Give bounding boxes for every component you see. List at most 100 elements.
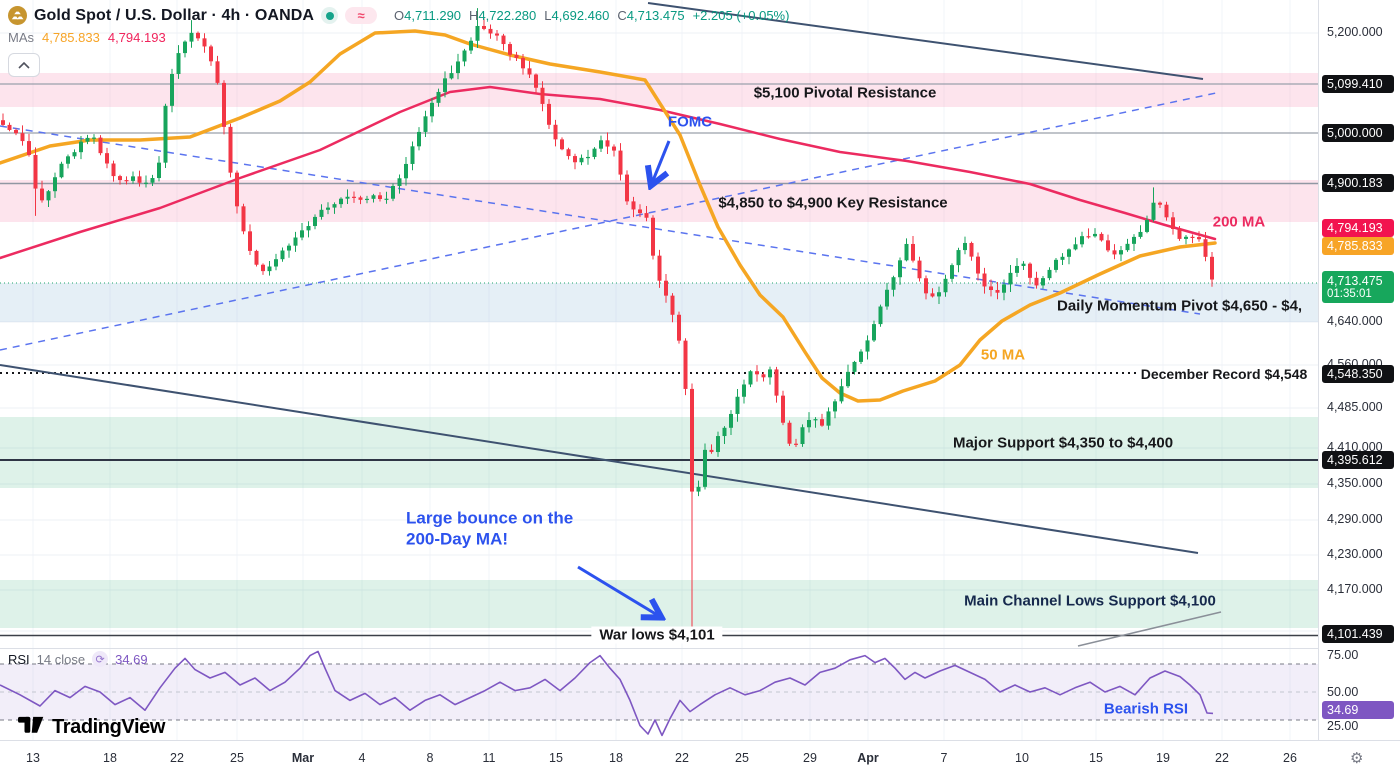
- candlestick-series: [1, 8, 1214, 633]
- collapse-pane-button[interactable]: [8, 53, 40, 77]
- time-tick: 19: [1156, 751, 1170, 765]
- time-tick: Mar: [291, 751, 315, 765]
- ma50-line[interactable]: [0, 29, 1217, 403]
- symbol-title[interactable]: Gold Spot / U.S. Dollar · 4h · OANDA: [34, 6, 315, 24]
- price-tick: 25.00: [1327, 719, 1359, 733]
- time-tick: 15: [1089, 751, 1103, 765]
- rsi-value: 34.69: [115, 651, 148, 667]
- time-tick: 25: [230, 751, 244, 765]
- zone-key-resistance[interactable]: [0, 180, 1318, 222]
- price-tick: 50.00: [1327, 685, 1359, 699]
- price-badge: 4,785.833: [1322, 237, 1394, 255]
- ma200-value: 4,794.193: [107, 30, 166, 45]
- time-tick: 11: [482, 751, 496, 765]
- ma200-line[interactable]: [0, 85, 1217, 260]
- price-badge: 4,101.439: [1322, 625, 1394, 643]
- open-value: 4,711.290: [404, 8, 462, 23]
- zone-momentum-pivot[interactable]: [0, 283, 1318, 322]
- bearish-rsi-label[interactable]: Bearish RSI: [1103, 700, 1189, 718]
- open-label: O: [394, 8, 405, 23]
- time-tick: 25: [735, 751, 749, 765]
- daily-pivot-label[interactable]: Daily Momentum Pivot $4,650 - $4,: [1057, 297, 1303, 315]
- close-label: C: [617, 8, 627, 23]
- time-tick: 4: [358, 751, 366, 765]
- zone-major-support[interactable]: [0, 417, 1318, 488]
- time-tick: 10: [1015, 751, 1029, 765]
- large-bounce-label[interactable]: Large bounce on the 200-Day MA!: [406, 508, 574, 549]
- price-badge: 4,900.183: [1322, 174, 1394, 192]
- rsi-indicator-legend: RSI 14 close ⟳ 34.69: [8, 651, 148, 667]
- fomc-label[interactable]: FOMC: [667, 113, 713, 131]
- rsi-line[interactable]: [0, 650, 1214, 737]
- war-lows-label[interactable]: War lows $4,101: [591, 626, 723, 644]
- bounce-arrow[interactable]: [577, 565, 659, 616]
- rsi-name[interactable]: RSI: [8, 651, 30, 667]
- time-tick: 22: [1215, 751, 1229, 765]
- price-tick: 5,200.000: [1327, 25, 1383, 39]
- price-tick: 4,170.000: [1327, 582, 1383, 596]
- fomc-arrow[interactable]: [652, 140, 671, 183]
- last-price-countdown-badge: 4,713.475 01:35:01: [1322, 271, 1394, 303]
- low-value: 4,692.460: [551, 8, 610, 23]
- high-label: H: [469, 8, 479, 23]
- channel-lows-trendline[interactable]: [1077, 611, 1222, 647]
- pane-separator[interactable]: [0, 648, 1400, 649]
- key-resistance-label[interactable]: $4,850 to $4,900 Key Resistance: [718, 194, 948, 212]
- chart-legend: Gold Spot / U.S. Dollar · 4h · OANDA ≈ O…: [8, 6, 789, 77]
- time-tick: 26: [1283, 751, 1297, 765]
- ma50-label[interactable]: 50 MA: [980, 346, 1026, 364]
- rsi-params: 14 close: [36, 651, 86, 667]
- upper-channel-trendline[interactable]: [647, 2, 1204, 80]
- mas-label: MAs: [8, 30, 34, 45]
- time-tick: 7: [940, 751, 948, 765]
- tradingview-mark-icon: [18, 716, 44, 733]
- high-value: 4,722.280: [478, 8, 537, 23]
- chart-annotations-layer: $5,100 Pivotal Resistance FOMC $4,850 to $…: [406, 84, 1308, 718]
- tradingview-logo-text: TradingView: [52, 715, 166, 738]
- price-badge: 34.69: [1322, 701, 1394, 719]
- price-badge: 4,395.612: [1322, 451, 1394, 469]
- low-label: L: [544, 8, 552, 23]
- price-tick: 4,485.000: [1327, 400, 1383, 414]
- major-support-label[interactable]: Major Support $4,350 to $4,400: [952, 434, 1174, 452]
- delayed-data-icon[interactable]: ≈: [345, 7, 378, 24]
- time-tick: 15: [549, 751, 563, 765]
- close-value: 4,713.475: [626, 8, 685, 23]
- december-record-label[interactable]: December Record $4,548: [1140, 366, 1308, 382]
- price-badge: 5,000.000: [1322, 124, 1394, 142]
- axis-settings-gear-icon[interactable]: ⚙: [1350, 750, 1364, 767]
- time-axis[interactable]: ⚙ 13 18 22 25 Mar 4 8 11 15 18 22 25 29 Apr 7 10 15 19 22 2…: [0, 740, 1400, 780]
- price-tick: 4,410.000: [1327, 440, 1383, 454]
- chevron-up-icon: [18, 61, 30, 69]
- time-tick: 29: [803, 751, 817, 765]
- price-tick: 4,290.000: [1327, 512, 1383, 526]
- market-status-icon[interactable]: [321, 7, 339, 24]
- refresh-icon: ⟳: [92, 651, 109, 667]
- time-tick: 22: [170, 751, 184, 765]
- time-tick: 8: [426, 751, 434, 765]
- price-badge: 4,794.193: [1322, 219, 1394, 237]
- price-tick: 4,230.000: [1327, 547, 1383, 561]
- time-tick: 18: [609, 751, 623, 765]
- price-tick: 4,640.000: [1327, 314, 1383, 328]
- ma200-label[interactable]: 200 MA: [1212, 213, 1266, 231]
- time-tick: Apr: [857, 751, 879, 765]
- tradingview-logo[interactable]: TradingView: [18, 714, 165, 740]
- change-value: +2.205 (+0.05%): [692, 8, 790, 23]
- price-tick: 75.00: [1327, 648, 1359, 662]
- channel-lows-label[interactable]: Main Channel Lows Support $4,100: [964, 592, 1216, 610]
- price-tick: 4,350.000: [1327, 476, 1383, 490]
- symbol-logo-icon: [8, 6, 27, 25]
- time-tick: 18: [103, 751, 117, 765]
- ma50-value: 4,785.833: [42, 30, 100, 45]
- pivotal-resistance-label[interactable]: $5,100 Pivotal Resistance: [753, 84, 937, 102]
- price-badge: 4,548.350: [1322, 365, 1394, 383]
- time-tick: 13: [26, 751, 40, 765]
- lower-channel-trendline[interactable]: [0, 364, 1199, 554]
- chart-canvas[interactable]: [0, 0, 1318, 740]
- ohlc-readout: O4,711.290 H4,722.280 L4,692.460 C4,713.…: [394, 8, 789, 23]
- time-tick: 22: [675, 751, 689, 765]
- price-badge: 5,099.410: [1322, 75, 1394, 93]
- price-axis[interactable]: 5,200.000 4,640.000 4,560.000 4,485.000 4,41…: [1318, 0, 1400, 740]
